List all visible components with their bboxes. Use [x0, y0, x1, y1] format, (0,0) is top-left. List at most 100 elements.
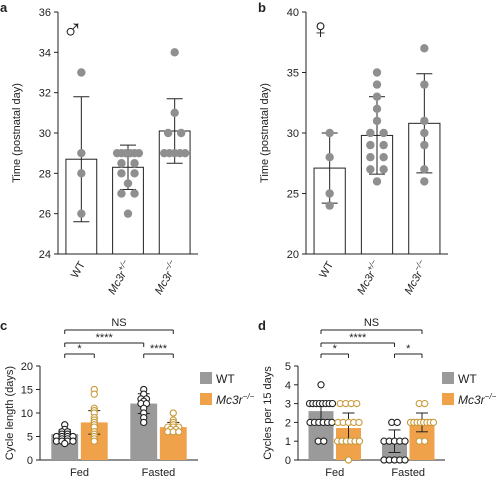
panel-d-legend-label-sup: −/− [485, 392, 497, 401]
panel-d-y-tick-label: 0 [285, 455, 291, 467]
panel-a-label: a [0, 0, 8, 15]
panel-b-category-label: Mc3r+/− [353, 258, 384, 297]
panel-a-data-point [77, 209, 86, 218]
panel-b-category-label-base: WT [317, 259, 336, 280]
panel-d-y-tick-label: 5 [285, 361, 291, 373]
panel-c-legend-label: WT [216, 372, 235, 386]
panel-b-y-tick-label: 35 [287, 68, 299, 80]
panel-a-category-label-sup: +/− [116, 258, 130, 273]
panel-b-category-label-sup: −/− [412, 258, 426, 273]
panel-a-category-label-base: Mc3r [106, 268, 129, 296]
panel-a-data-point [77, 169, 86, 178]
panel-a-category-label-base: Mc3r [153, 268, 176, 296]
panel-b-sex-symbol: ♀ [310, 13, 331, 44]
panel-c-y-tick-label: 10 [21, 408, 33, 420]
panel-d-significance-label: * [333, 343, 338, 355]
panel-b-data-point [379, 153, 388, 162]
panel-b-data-point [372, 116, 382, 126]
panel-a-data-point [123, 209, 133, 218]
panel-d-data-point [328, 399, 337, 408]
panel-b-data-point [366, 165, 375, 174]
panel-c-category-label: Fed [70, 467, 89, 479]
panel-b-data-point [325, 128, 334, 138]
panel-b-category-label: Mc3r−/− [400, 258, 431, 297]
panel-d-legend-label: WT [458, 372, 477, 386]
panel-b-category-label-sup: +/− [365, 258, 379, 273]
panel-c-significance-label: NS [111, 317, 126, 329]
panel-c-legend-swatch [200, 372, 212, 384]
panel-d-data-point [344, 456, 353, 464]
panel-a-data-point [180, 148, 190, 158]
panel-c-legend-label-base: Mc3r [216, 393, 244, 407]
panel-a-data-point [117, 189, 126, 198]
panel-d-significance-label: NS [364, 317, 379, 329]
panel-c-significance-label: * [77, 343, 82, 355]
panel-a-category-label-base: WT [69, 259, 88, 280]
panel-d-data-point [353, 399, 361, 408]
panel-b-data-point [420, 44, 429, 53]
panel-d-data-point [429, 418, 438, 427]
panel-d-y-tick-label: 4 [285, 380, 291, 392]
panel-c-y-axis-label: Cycle length (days) [4, 366, 16, 460]
panel-c-legend-swatch [200, 393, 212, 405]
panel-d-category-label: Fed [325, 467, 344, 479]
panel-a-data-point [170, 48, 179, 57]
panel-d-data-point [401, 456, 409, 464]
panel-d-legend-swatch [442, 372, 454, 384]
panel-b-data-point [366, 140, 375, 150]
panel-a-y-tick-label: 28 [39, 168, 51, 180]
panel-b-data-point [372, 80, 382, 89]
panel-a-y-tick-label: 34 [39, 47, 51, 59]
panel-c-data-point [90, 437, 98, 445]
panel-b-data-point [366, 128, 375, 138]
panel-d-y-tick-label: 2 [285, 417, 291, 429]
panel-c-data-point [61, 439, 69, 448]
panel-a-category-label: Mc3r−/− [150, 258, 181, 297]
panel-d-data-point [355, 437, 364, 445]
panel-d-data-point [320, 437, 328, 445]
panel-c-significance-label: **** [96, 332, 114, 344]
panel-b-data-point [420, 128, 429, 138]
panel-d-y-tick-label: 1 [285, 436, 291, 448]
panel-a-y-tick-label: 24 [39, 249, 51, 261]
panel-d-data-point [317, 381, 325, 389]
panel-a-data-point [130, 159, 139, 168]
panel-d-data-point [355, 418, 363, 427]
panel-b-y-axis-label: Time (postnatal day) [259, 83, 271, 183]
panel-c-data-point [69, 437, 77, 445]
panel-b-label: b [258, 0, 266, 15]
panel-a-category-label: WT [69, 259, 88, 280]
panel-b-y-tick-label: 40 [287, 7, 299, 19]
panel-d-y-tick-label: 3 [285, 399, 291, 411]
panel-b-data-point [420, 165, 429, 174]
panel-a-y-tick-label: 36 [39, 7, 51, 19]
panel-c-data-point [140, 418, 148, 427]
panel-d-y-axis-label: Cycles per 15 days [262, 366, 274, 460]
panel-c-data-point [169, 409, 177, 417]
panel-d-data-point [393, 418, 401, 427]
panel-d-data-point [421, 399, 429, 408]
panel-b-data-point [372, 92, 382, 101]
panel-b-category-label: WT [317, 259, 336, 280]
panel-d-legend-label: Mc3r−/− [458, 392, 497, 407]
panel-d-label: d [258, 318, 266, 333]
panel-b-data-point [325, 189, 334, 198]
panel-a-data-point [117, 159, 126, 168]
panel-c-significance-label: **** [150, 343, 168, 355]
panel-b-data-point [379, 165, 388, 174]
panel-a-data-point [177, 128, 186, 138]
panel-a-category-label-sup: −/− [162, 258, 176, 273]
panel-b-data-point [420, 140, 429, 150]
panel-b-data-point [420, 116, 429, 126]
panel-b-data-point [372, 177, 382, 186]
panel-a-data-point [123, 179, 133, 188]
panel-a-data-point [130, 169, 139, 178]
panel-d-category-label: Fasted [391, 467, 425, 479]
panel-b-data-point [372, 68, 382, 77]
panel-c-data-point [90, 390, 98, 398]
panel-d-legend-swatch [442, 393, 454, 405]
panel-b-category-label-base: Mc3r [403, 268, 426, 296]
panel-b-data-point [325, 153, 334, 162]
panel-a-y-axis-label: Time (postnatal day) [11, 83, 23, 183]
